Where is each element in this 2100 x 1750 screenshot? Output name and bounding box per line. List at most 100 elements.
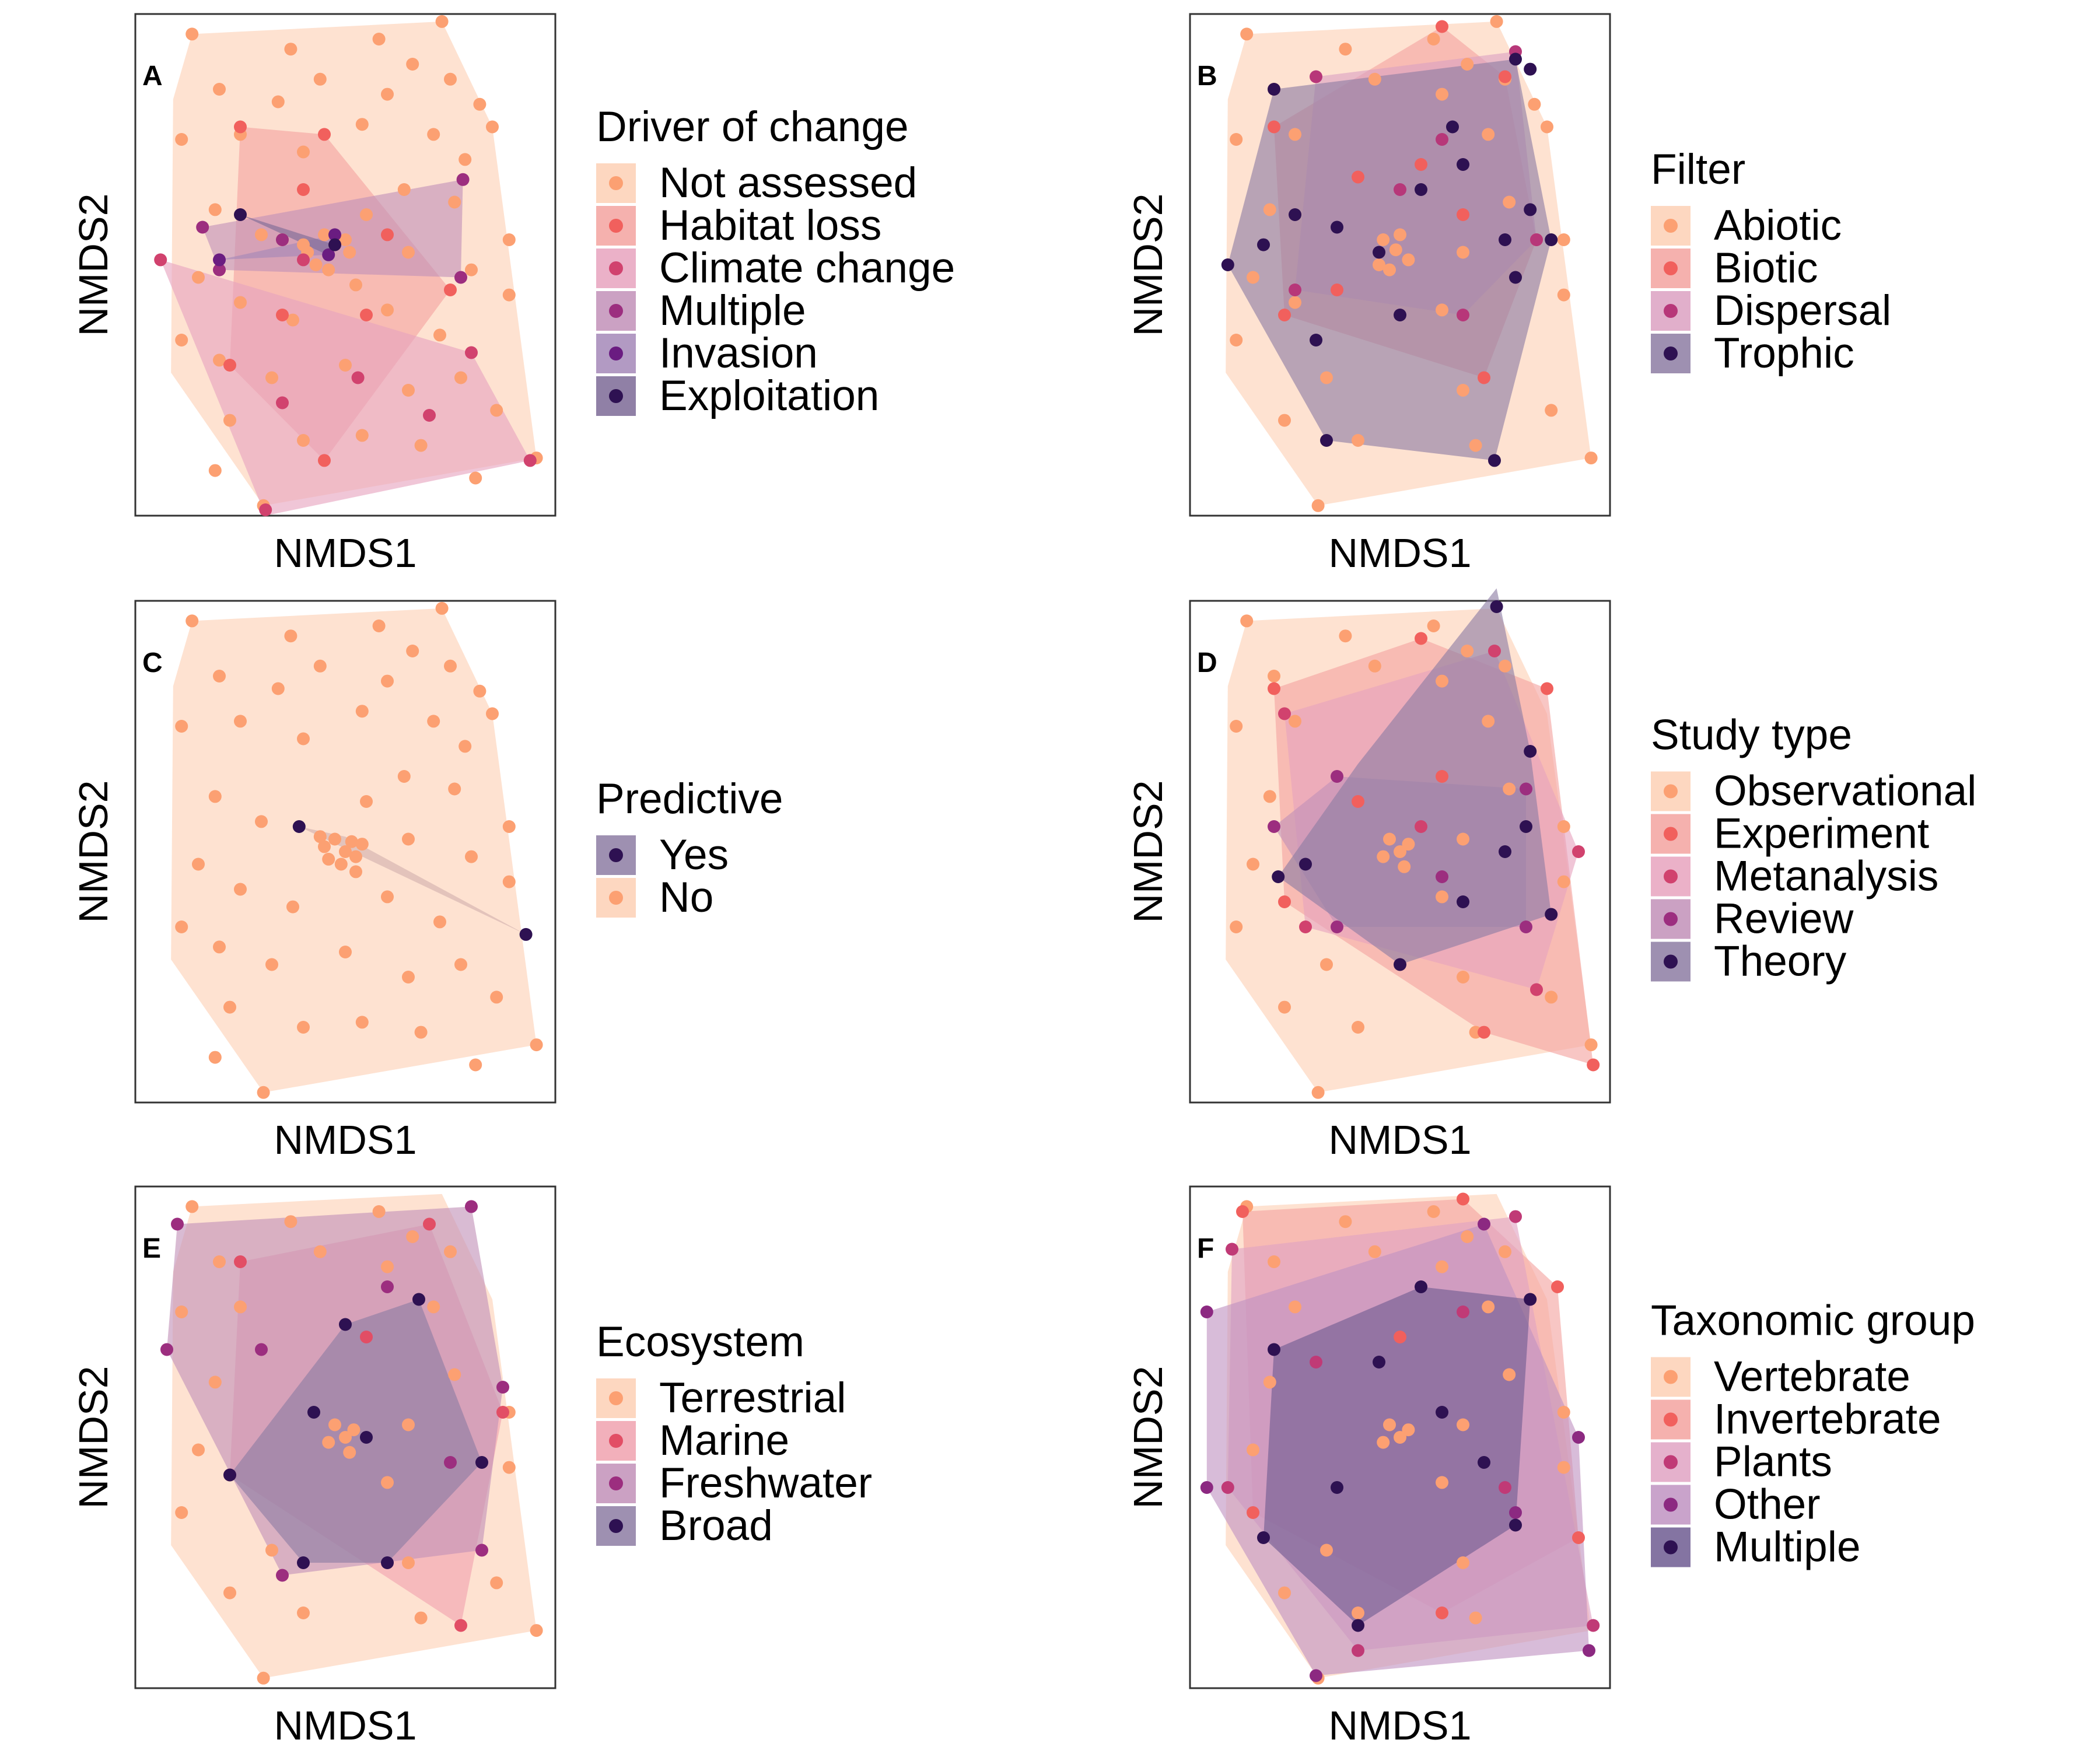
point-habitat-loss [223,359,236,372]
point-marine [234,1255,247,1268]
point-biotic [1478,371,1490,384]
point-not-assessed [286,313,299,327]
point-observational [1377,850,1390,863]
legend-key-dot [609,891,623,905]
point-abiotic [1457,246,1469,259]
point-terrestrial [381,1476,394,1489]
x-axis-title: NMDS1 [1328,530,1471,576]
point-terrestrial [502,1461,516,1474]
point-other [1509,1506,1522,1519]
x-axis-title: NMDS1 [1328,1117,1471,1163]
legend-key-dot [1664,1540,1678,1555]
point-biotic [1268,120,1280,134]
point-not-assessed [427,128,440,141]
point-experiment [1415,632,1427,645]
point-theory [1457,895,1469,908]
hull-multiple [1264,1287,1531,1626]
point-broad [475,1456,488,1469]
point-not-assessed [284,43,298,56]
point-no [297,1021,310,1034]
point-vertebrate [1368,1245,1381,1258]
legend-label: Plants [1714,1438,1832,1486]
point-not-assessed [322,263,335,276]
point-not-assessed [397,183,411,196]
point-no [360,795,373,808]
point-vertebrate [1289,1300,1301,1314]
point-metanalysis [1572,845,1585,858]
legend-label: Experiment [1714,810,1929,858]
point-no [459,740,472,753]
point-observational [1278,1000,1291,1014]
point-trophic [1320,434,1333,447]
legend-key-dot [609,1391,623,1405]
point-abiotic [1289,296,1301,309]
point-habitat-loss [360,309,373,321]
point-terrestrial [490,1576,503,1590]
point-abiotic [1377,233,1390,246]
point-no [328,832,341,846]
point-not-assessed [175,334,188,346]
point-biotic [1457,208,1469,221]
point-theory [1490,600,1503,613]
point-observational [1482,715,1495,728]
point-observational [1289,715,1301,728]
point-not-assessed [355,118,369,131]
point-not-assessed [297,434,310,447]
legend-label: Trophic [1714,330,1854,377]
point-abiotic [1528,97,1541,111]
point-no [381,674,394,688]
legend-key-dot [1664,954,1678,969]
legend-key-dot [1664,219,1678,233]
legend-key-dot [1664,1370,1678,1384]
point-observational [1352,1021,1364,1034]
point-observational [1320,958,1333,971]
point-broad [223,1468,236,1482]
point-experiment [1352,795,1364,808]
legend-label: Marine [659,1417,789,1464]
point-no [271,682,285,695]
point-not-assessed [186,27,199,41]
x-axis-title: NMDS1 [274,1703,416,1748]
point-multiple [1257,1531,1270,1544]
point-not-assessed [223,414,236,427]
point-terrestrial [284,1215,298,1228]
legend-key-dot [609,176,623,190]
point-biotic [1499,70,1511,83]
point-terrestrial [448,1368,461,1381]
point-vertebrate [1499,1245,1511,1258]
point-no [297,732,310,746]
point-abiotic [1584,452,1598,465]
point-broad [297,1556,310,1569]
point-no [313,830,327,844]
point-experiment [1436,770,1448,783]
point-not-assessed [313,72,327,86]
point-not-assessed [255,228,268,242]
point-terrestrial [339,1431,352,1444]
point-abiotic [1263,203,1276,216]
point-terrestrial [402,1556,415,1569]
point-no [345,835,358,848]
point-exploitation [234,208,247,221]
point-not-assessed [486,120,499,134]
point-dispersal [1436,133,1448,146]
point-no [313,659,327,673]
point-observational [1383,832,1396,846]
legend-key-dot [1664,346,1678,360]
legend-label: Observational [1714,768,1976,815]
point-trophic [1310,334,1322,346]
point-theory [1524,745,1537,758]
point-experiment [1278,895,1291,908]
point-no [223,1000,236,1014]
point-vertebrate [1263,1376,1276,1389]
panel-label: C [142,648,163,678]
point-multiple [1373,1356,1385,1368]
point-no [349,850,362,863]
point-freshwater [276,1569,289,1582]
point-observational [1230,921,1243,933]
point-terrestrial [343,1446,356,1459]
point-not-assessed [265,371,278,384]
point-trophic [1415,183,1427,196]
legend-key-dot [1664,1412,1678,1427]
point-no [208,1051,222,1064]
